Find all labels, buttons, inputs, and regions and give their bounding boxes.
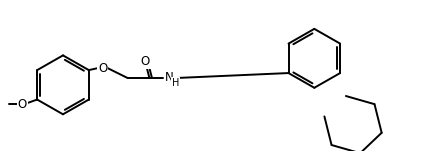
Text: N: N (165, 71, 173, 85)
Text: O: O (18, 98, 27, 111)
Text: O: O (141, 55, 150, 68)
Text: H: H (171, 78, 179, 88)
Text: O: O (98, 62, 107, 75)
